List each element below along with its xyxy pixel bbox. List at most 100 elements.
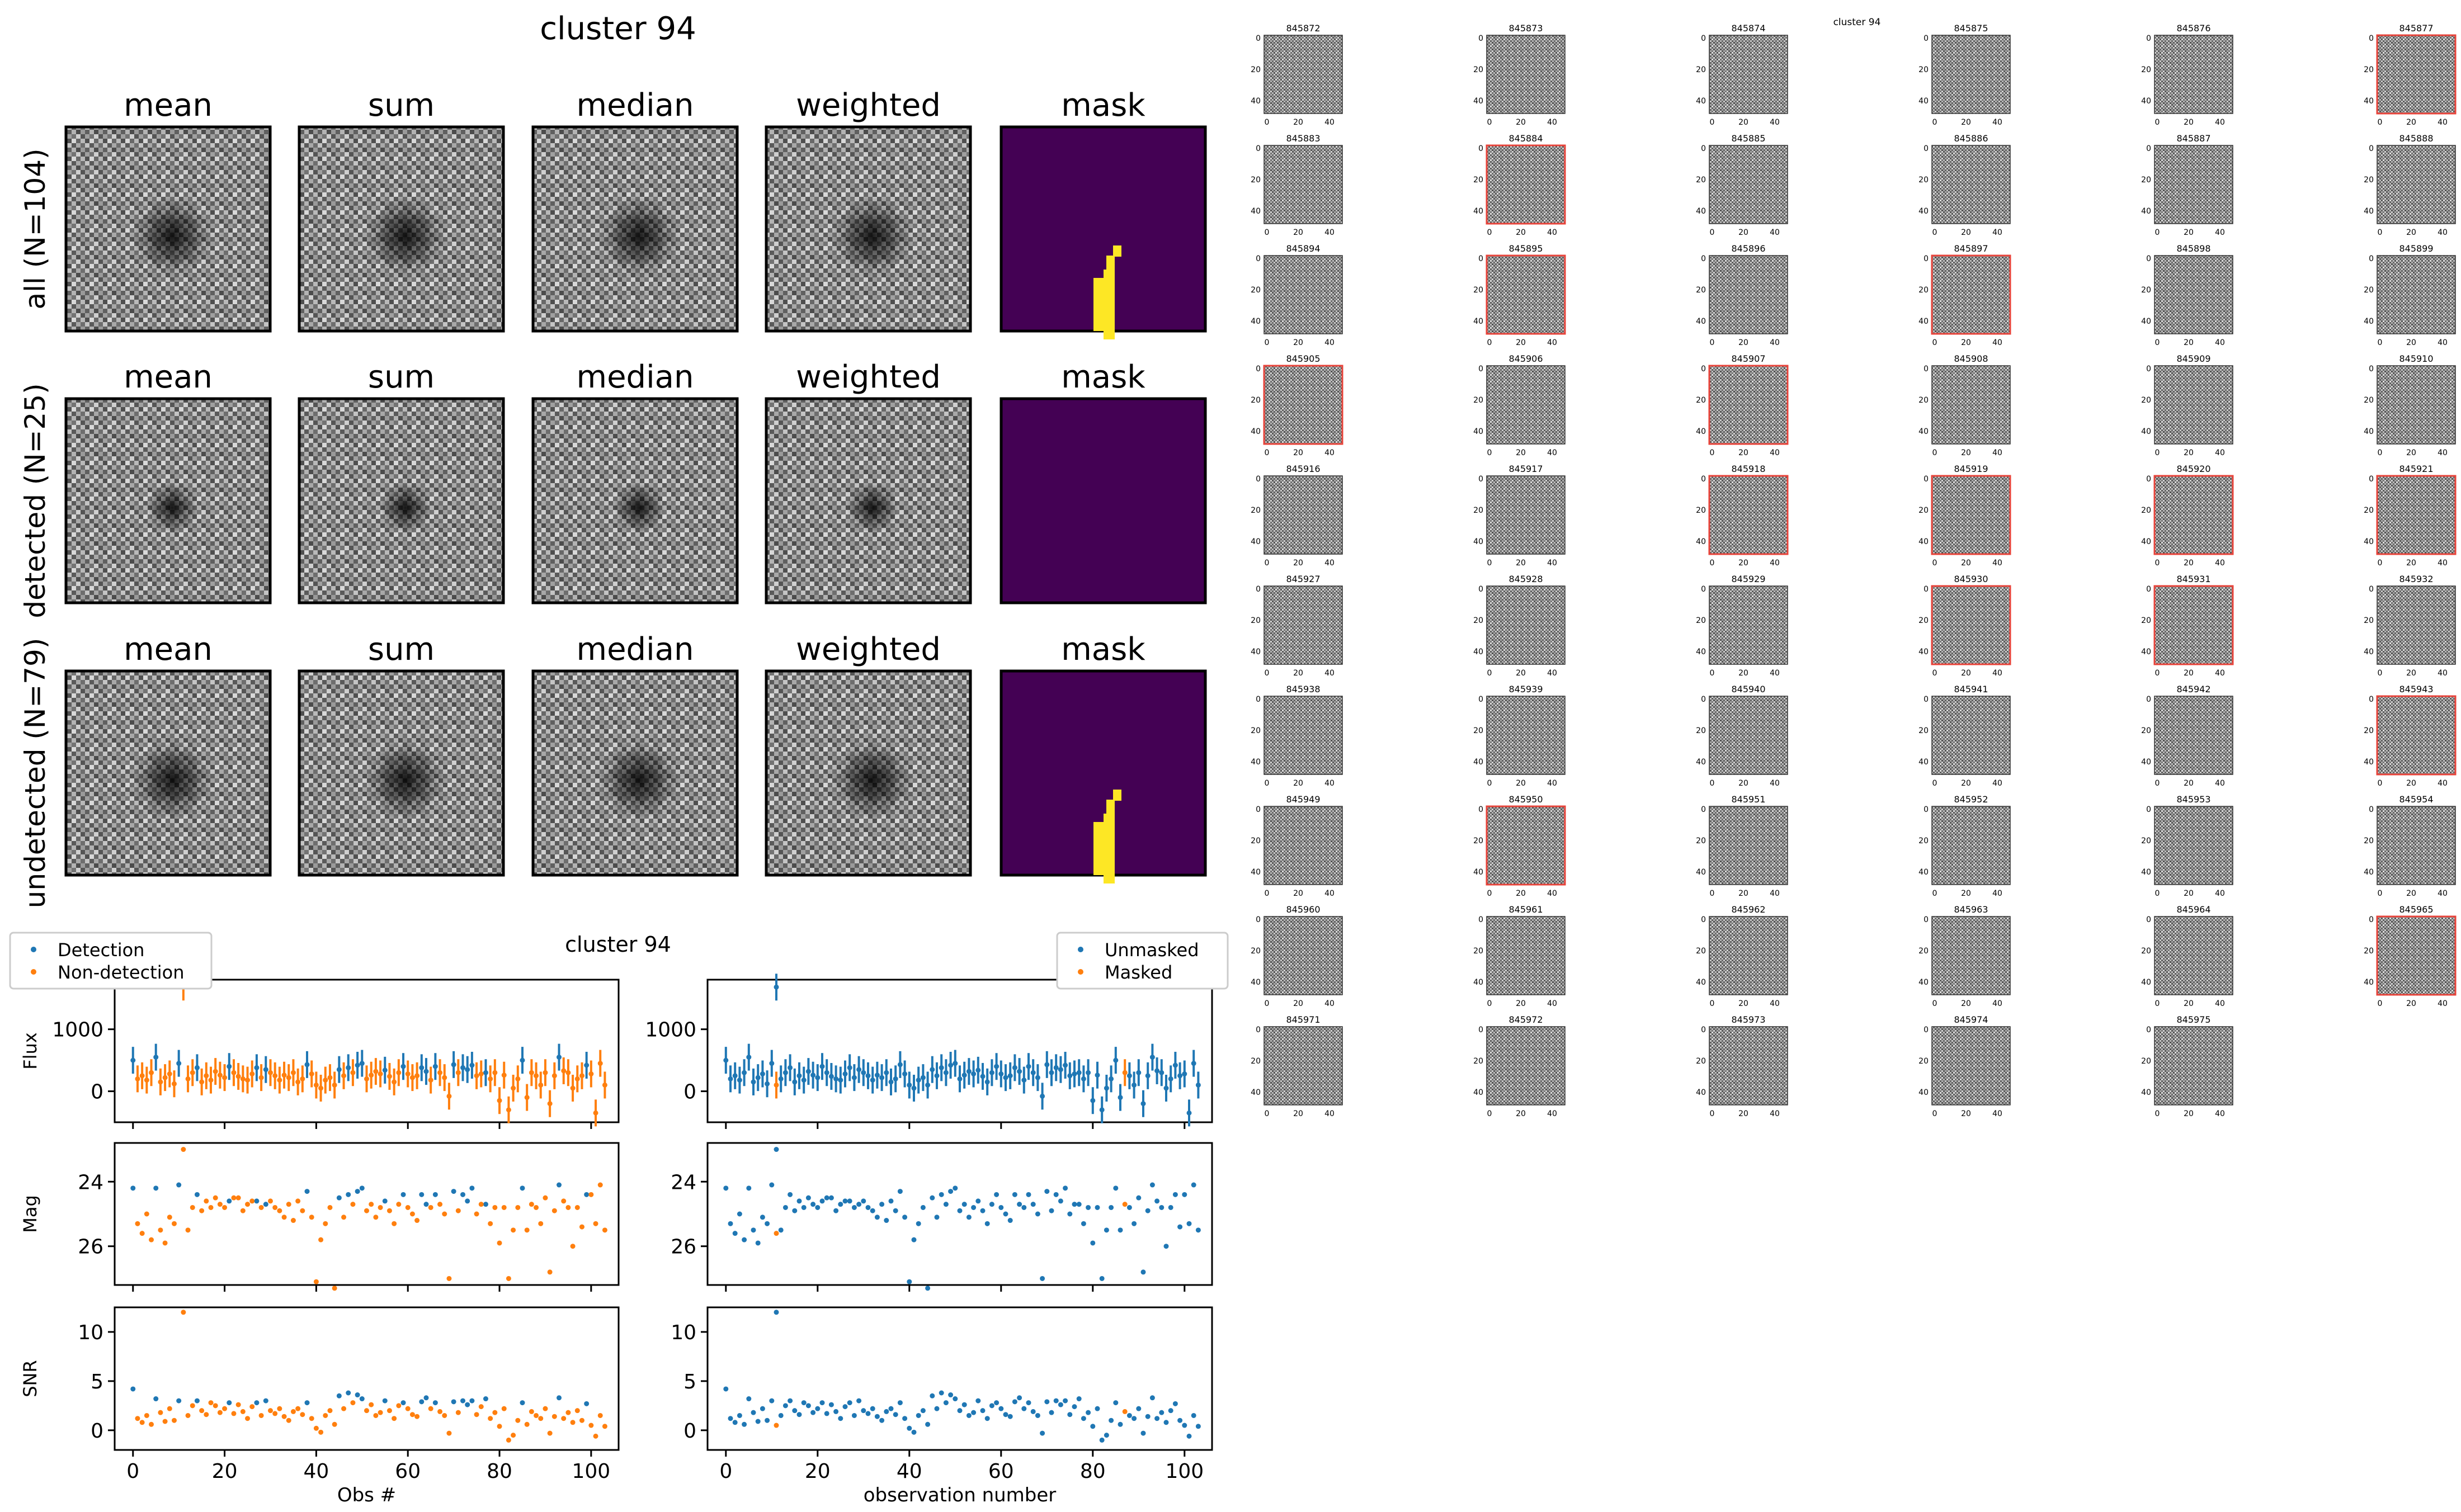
thumbnail-y-tick: 20 [1696,1057,1706,1066]
thumbnail-image [2154,145,2233,224]
legend-label: Masked [1105,962,1172,983]
thumbnail-x-tick: 0 [1710,999,1715,1008]
thumbnail-y-tick: 0 [1256,1026,1261,1034]
thumbnail-y-tick: 0 [1701,805,1706,814]
data-point [1026,1064,1031,1069]
thumbnail-title: 845874 [1731,23,1765,34]
data-point [884,1070,889,1075]
thumbnail: 845920 0 20 40 0 20 40 [2141,464,2234,568]
data-point [1095,1406,1100,1411]
data-point [847,1065,852,1070]
thumbnail-x-tick: 0 [1932,889,1937,898]
thumbnail-x-tick: 40 [2215,448,2225,457]
thumbnail-image [1931,806,2011,885]
thumbnail: 845950 0 20 40 0 20 40 [1473,794,1566,898]
thumbnail-grid: 845872 0 20 40 0 20 40 845873 0 20 40 0 20 40 845874 0 2… [1251,23,2457,1118]
data-point [939,1065,944,1070]
data-point [907,1279,912,1284]
thumbnail-title: 845930 [1954,574,1988,584]
thumbnail-y-tick: 20 [2364,726,2374,735]
data-point [167,1071,172,1077]
data-point [213,1403,218,1409]
thumbnail-y-tick: 20 [1918,506,1929,515]
thumbnail-image [1709,35,1788,114]
data-point [1040,1275,1045,1281]
thumbnail-image [1486,365,1566,445]
data-point [588,1071,594,1077]
thumbnail-title: 845888 [2399,133,2433,144]
thumbnail-y-tick: 40 [1918,1088,1929,1097]
data-point [534,1073,539,1079]
data-point [966,1215,972,1220]
data-point [769,1182,775,1188]
data-point [1030,1202,1036,1207]
data-point [1090,1424,1096,1429]
data-point [144,1211,149,1217]
data-point [742,1237,747,1242]
data-point [588,1192,594,1197]
data-point [1122,1202,1128,1207]
thumbnail-image-flagged [2153,585,2234,665]
data-point [1154,1198,1160,1204]
data-point [304,1062,310,1067]
data-point [1172,1192,1178,1197]
thumbnail-x-tick: 20 [1293,889,1303,898]
thumbnail-x-tick: 0 [2378,338,2383,347]
thumbnail-x-tick: 40 [1992,118,2002,127]
thumbnail-x-tick: 40 [1992,338,2002,347]
data-point [930,1067,935,1072]
data-point [1136,1195,1142,1201]
thumbnail: 845975 0 20 40 0 20 40 [2141,1014,2233,1118]
thumbnail: 845896 0 20 40 0 20 40 [1696,243,1788,347]
source-blob [133,197,211,275]
thumbnail-x-tick: 40 [2438,779,2448,788]
thumbnail-y-tick: 0 [2369,34,2374,43]
data-point [998,1204,1004,1210]
data-point [1058,1067,1063,1072]
thumbnail-x-tick: 20 [2184,1109,2194,1118]
thumbnail-y-tick: 40 [1251,317,1261,326]
thumbnail-x-tick: 0 [1487,779,1492,788]
data-point [1095,1072,1100,1078]
thumbnail-x-tick: 40 [1992,889,2002,898]
data-point [185,1412,191,1418]
data-point [1040,1430,1045,1436]
thumbnail-title: 845971 [1286,1014,1320,1025]
data-point [579,1073,584,1079]
data-point [171,1081,177,1086]
thumbnail-x-tick: 20 [1961,889,1971,898]
thumbnail-x-tick: 0 [1265,999,1270,1008]
thumbnail: 845895 0 20 40 0 20 40 [1473,243,1566,347]
x-tick-label: 100 [572,1460,610,1483]
thumbnail-x-tick: 40 [2438,448,2448,457]
thumbnail-y-tick: 20 [1473,396,1483,405]
data-point [451,1399,456,1405]
thumbnail-image [1486,475,1566,555]
data-point [204,1412,209,1418]
data-point [1132,1221,1137,1226]
thumbnail-x-tick: 0 [1710,779,1715,788]
thumbnail-x-tick: 20 [1738,338,1748,347]
thumbnail-x-tick: 20 [1516,779,1526,788]
thumbnail-y-tick: 0 [1478,585,1483,594]
data-point [350,1400,356,1406]
data-point [819,1198,825,1204]
thumbnail-title: 845953 [2176,794,2210,805]
thumbnail-x-tick: 0 [2155,559,2160,568]
thumbnail-x-tick: 40 [1324,228,1335,237]
data-point [492,1070,498,1075]
thumbnail-y-tick: 0 [1478,805,1483,814]
data-point [884,1218,889,1223]
thumbnail-x-tick: 0 [1265,118,1270,127]
data-point [1122,1409,1128,1414]
thumbnail-title: 845899 [2399,243,2433,254]
data-point [543,1406,548,1411]
thumbnail-x-tick: 0 [1265,448,1270,457]
data-point [1195,1424,1201,1429]
thumbnail-x-tick: 20 [1293,559,1303,568]
x-tick-label: 100 [1165,1460,1204,1483]
thumbnail-y-tick: 0 [1256,805,1261,814]
thumbnail-x-tick: 40 [1324,559,1335,568]
data-point [838,1078,843,1083]
thumbnail: 845873 0 20 40 0 20 40 [1473,23,1566,127]
